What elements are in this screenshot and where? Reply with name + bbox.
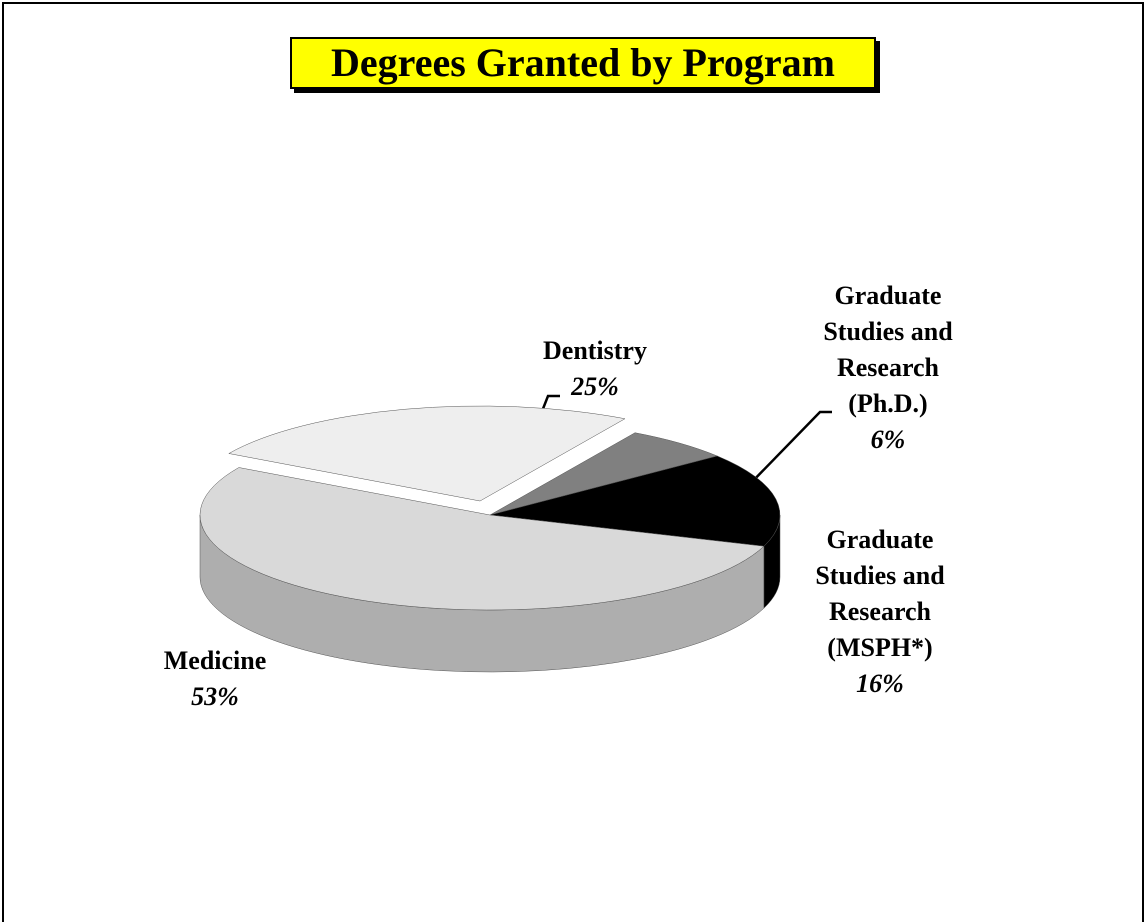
- slice-label: Graduate Studies and Research (Ph.D.) 6%: [798, 278, 978, 458]
- category-label: Dentistry: [543, 336, 647, 365]
- chart-title: Degrees Granted by Program: [290, 37, 876, 89]
- value-label: 16%: [856, 669, 904, 698]
- slice-label: Medicine 53%: [115, 643, 315, 715]
- pie-slice: [199, 467, 765, 611]
- category-label: Graduate Studies and Research (MSPH*): [815, 525, 945, 662]
- pie-slice: [489, 455, 781, 547]
- pie-slice: [228, 405, 626, 502]
- slice-label: Graduate Studies and Research (MSPH*) 16%: [790, 522, 970, 702]
- slice-label: Dentistry 25%: [485, 333, 705, 405]
- value-label: 6%: [870, 425, 906, 454]
- value-label: 53%: [191, 682, 239, 711]
- category-label: Medicine: [163, 646, 267, 675]
- value-label: 25%: [571, 372, 619, 401]
- leader-line: [747, 410, 832, 487]
- category-label: Graduate Studies and Research (Ph.D.): [823, 281, 953, 418]
